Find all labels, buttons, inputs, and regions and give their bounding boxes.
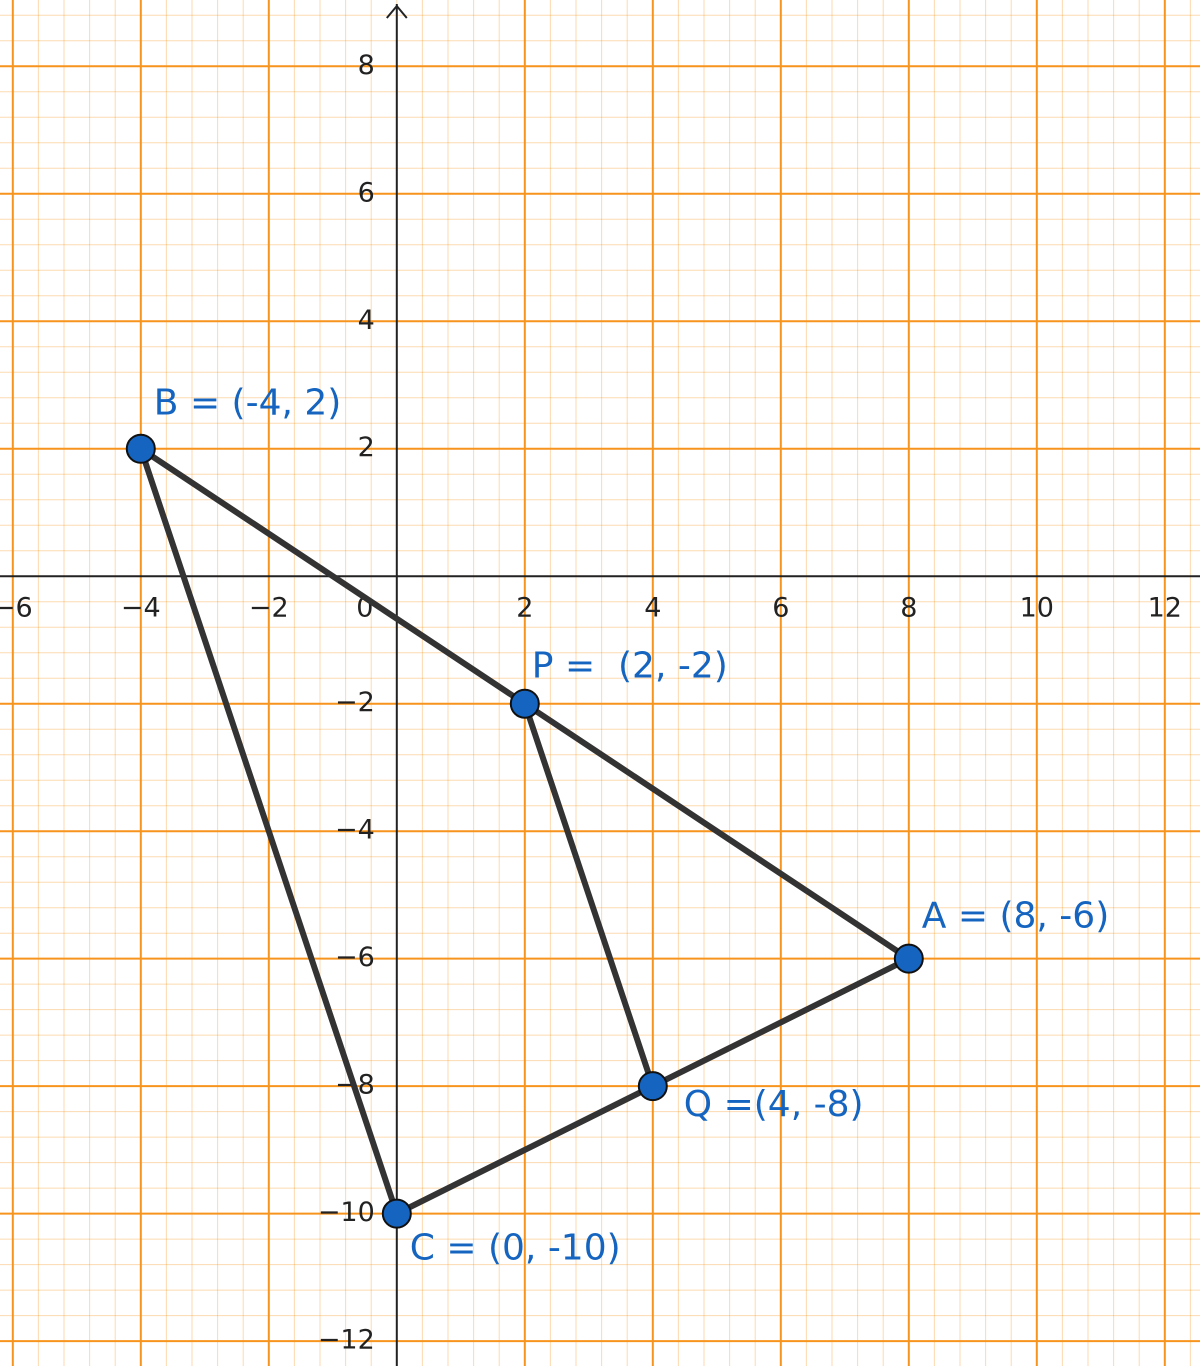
x-tick-label: 4 xyxy=(644,593,661,624)
x-tick-label: 10 xyxy=(1020,593,1054,624)
x-tick-label: 2 xyxy=(516,593,533,624)
y-tick-label: 8 xyxy=(358,50,375,81)
y-tick-label: −4 xyxy=(335,815,375,846)
y-tick-label: −6 xyxy=(335,942,375,973)
x-tick-label: −6 xyxy=(0,593,33,624)
y-tick-label: −10 xyxy=(318,1197,375,1228)
y-tick-label: 2 xyxy=(358,432,375,463)
point xyxy=(381,1198,412,1229)
point-label: Q =(4, -8) xyxy=(684,1084,864,1125)
segment xyxy=(137,445,400,1217)
x-tick-label: −4 xyxy=(121,593,161,624)
y-tick-label: −2 xyxy=(335,687,375,718)
axis-arrow xyxy=(386,4,408,19)
point-label: B = (-4, 2) xyxy=(154,383,342,424)
segment xyxy=(521,700,656,1090)
x-tick-label: 6 xyxy=(772,593,789,624)
point xyxy=(509,688,540,719)
x-tick-label: −2 xyxy=(249,593,289,624)
point xyxy=(637,1071,668,1102)
point-label: C = (0, -10) xyxy=(410,1228,621,1269)
x-tick-label: 8 xyxy=(900,593,917,624)
y-tick-label: 4 xyxy=(358,305,375,336)
point xyxy=(125,433,156,464)
point-label: A = (8, -6) xyxy=(922,896,1109,937)
point xyxy=(893,943,924,974)
x-tick-label: 12 xyxy=(1148,593,1182,624)
point-label: P = (2, -2) xyxy=(532,646,728,687)
y-tick-label: −12 xyxy=(318,1325,375,1356)
y-tick-label: 6 xyxy=(358,177,375,208)
